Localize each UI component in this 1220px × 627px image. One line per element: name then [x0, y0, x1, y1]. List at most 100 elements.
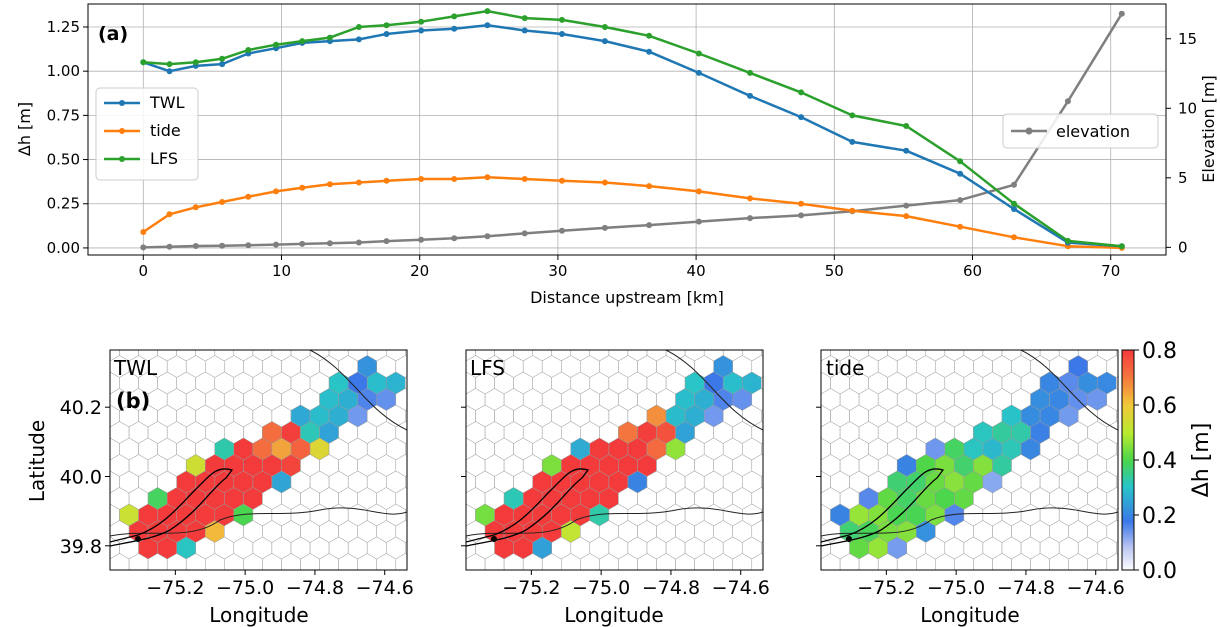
- x-tick-label: 50: [825, 262, 844, 280]
- lon-tick-label: −74.8: [286, 577, 344, 599]
- panel-a-label: (a): [98, 23, 128, 45]
- state-border: [466, 507, 763, 537]
- mesh-cell: [897, 323, 916, 345]
- mesh-cell: [733, 323, 752, 345]
- data-point-twl: [957, 170, 964, 177]
- mesh-cell: [792, 339, 811, 361]
- x-tick-label: 60: [963, 262, 982, 280]
- gauge-point: [846, 536, 852, 542]
- y2-tick-label: 10: [1178, 99, 1197, 117]
- mesh-cell: [148, 323, 167, 345]
- map-tide: −75.2 −75.0 −74.8 −74.6: [792, 323, 1125, 599]
- data-point-tide: [601, 179, 608, 186]
- map-twl: −75.2 −75.0 −74.8 −74.6 39.8 40.0 40.2: [60, 323, 434, 599]
- data-point-lfs: [957, 158, 964, 165]
- data-point-tide: [418, 176, 425, 182]
- mesh-cell: [840, 323, 859, 345]
- legend-left: TWL tide LFS: [95, 87, 199, 181]
- mesh-cell: [437, 438, 456, 460]
- mesh-cell: [676, 323, 695, 345]
- longitude-label-2: Longitude: [564, 603, 663, 627]
- mesh-cell: [262, 553, 282, 570]
- data-point-lfs: [326, 34, 333, 41]
- mesh-cell: [761, 541, 763, 555]
- data-point-tide: [484, 174, 491, 181]
- lon-tick-label: −75.2: [857, 577, 915, 599]
- mesh-cell: [405, 508, 407, 522]
- data-point-tide: [299, 184, 306, 191]
- longitude-label-3: Longitude: [920, 603, 1019, 627]
- data-point-tide: [849, 207, 856, 214]
- data-point-elevation: [418, 236, 425, 243]
- data-point-elevation: [299, 240, 306, 247]
- map-frame: [109, 349, 408, 571]
- mesh-cell: [320, 323, 339, 345]
- mesh-cell: [802, 323, 821, 345]
- mesh-cell: [916, 553, 936, 570]
- mesh-cell: [878, 323, 897, 345]
- mesh-cell: [205, 323, 224, 345]
- latitude-label: Latitude: [25, 420, 49, 502]
- y-tick-label: 0.50: [47, 151, 80, 169]
- data-point-elevation: [140, 244, 147, 251]
- longitude-label-1: Longitude: [209, 603, 308, 627]
- data-point-lfs: [273, 41, 279, 48]
- mesh-cell: [185, 553, 206, 570]
- data-point-lfs: [418, 18, 425, 25]
- x-tick-label: 70: [1101, 262, 1120, 280]
- mesh-cell: [751, 553, 763, 570]
- mesh-cell: [761, 442, 763, 456]
- data-point-tide: [957, 223, 964, 230]
- colorbar-tick-label: 0.8: [1142, 339, 1177, 364]
- mesh-cell: [877, 553, 898, 570]
- mesh-cell: [821, 558, 822, 570]
- mesh-cell: [415, 356, 434, 378]
- lon-tick-label: −75.0: [572, 577, 630, 599]
- mesh-cell: [821, 360, 822, 373]
- x-tick-label: 10: [272, 262, 291, 280]
- data-point-tide: [695, 188, 702, 195]
- mesh-cell: [1031, 323, 1050, 345]
- mesh-cell: [992, 553, 1012, 570]
- y-tick-label: 0.25: [47, 195, 80, 213]
- legend-marker-twl: [119, 100, 125, 106]
- map-lfs: −75.2 −75.0 −74.8 −74.6: [437, 323, 770, 599]
- colorbar-label: Δh [m]: [1189, 423, 1214, 498]
- mesh-cell: [466, 525, 467, 538]
- mesh-cell: [282, 323, 301, 345]
- state-border: [665, 350, 763, 431]
- mesh-cell: [792, 537, 811, 559]
- data-point-elevation: [1064, 98, 1071, 105]
- x-tick-label: 20: [410, 262, 429, 280]
- mesh-cell: [405, 350, 407, 357]
- mesh-cell: [484, 553, 505, 570]
- mesh-cell: [954, 553, 974, 570]
- mesh-cell: [821, 525, 822, 538]
- mesh-cell: [1049, 553, 1069, 570]
- colorbar-tick-label: 0.6: [1142, 394, 1177, 419]
- mesh-cell: [339, 323, 358, 345]
- series-line-twl: [142, 23, 1122, 248]
- mesh-cell: [129, 323, 148, 345]
- data-point-lfs: [245, 47, 252, 53]
- data-point-twl: [355, 36, 362, 43]
- data-point-lfs: [484, 8, 491, 15]
- mesh-cell: [405, 376, 407, 390]
- mesh-cell: [338, 553, 358, 570]
- y2-tick-label: 5: [1178, 169, 1188, 187]
- data-point-elevation: [601, 224, 608, 231]
- map-title-twl: TWL: [113, 356, 158, 380]
- hex-layer: [437, 323, 763, 570]
- data-point-twl: [559, 31, 565, 37]
- mesh-cell: [243, 553, 263, 570]
- data-point-tide: [747, 195, 753, 202]
- tick-layer: 0 10 20 30 40 50 60 70 0.00 0.25 0.50 0.75 1.00 1.25 0…: [47, 18, 1198, 280]
- mesh-cell: [243, 323, 262, 345]
- y2-axis-label: Elevation [m]: [1199, 75, 1218, 182]
- mesh-cell: [580, 553, 600, 570]
- mesh-cell: [395, 553, 407, 570]
- data-point-twl: [903, 147, 910, 154]
- data-point-lfs: [646, 32, 653, 39]
- data-point-lfs: [383, 22, 390, 29]
- data-point-lfs: [903, 123, 910, 129]
